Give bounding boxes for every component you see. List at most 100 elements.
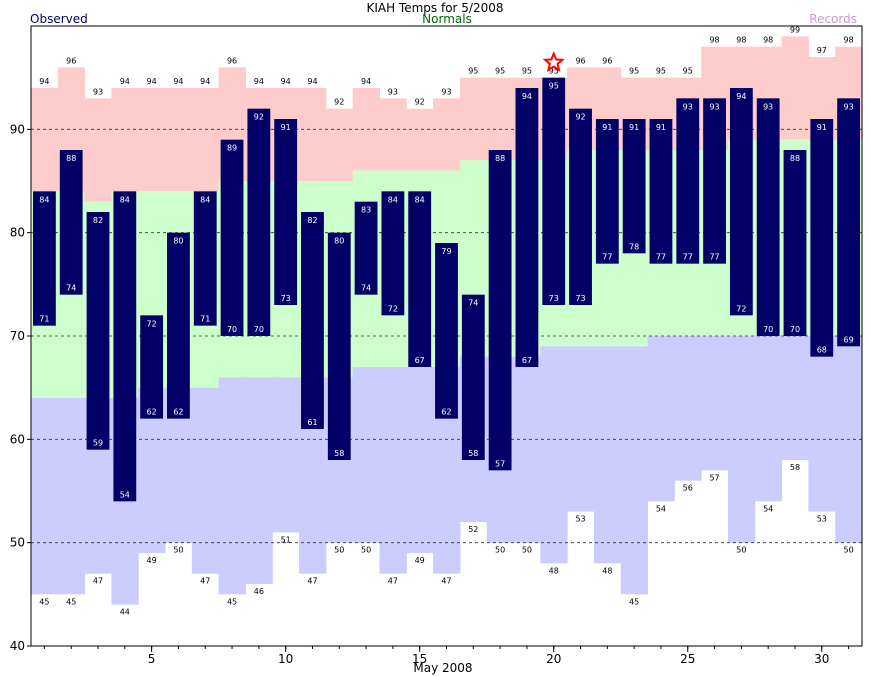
record-low-label: 56: [683, 484, 693, 493]
record-high-label: 94: [281, 77, 291, 86]
observed-bar: [408, 191, 432, 367]
record-low-label: 53: [575, 515, 585, 524]
record-low-label: 47: [307, 577, 317, 586]
observed-low-label: 70: [790, 325, 800, 334]
record-high-label: 92: [334, 98, 344, 107]
observed-bar: [274, 119, 298, 305]
observed-bar: [810, 119, 834, 357]
record-high-label: 93: [441, 87, 451, 96]
record-low-band: [272, 377, 300, 533]
observed-low-label: 77: [602, 253, 612, 262]
record-high-band: [138, 88, 166, 192]
observed-bar: [837, 98, 860, 347]
record-high-band: [191, 88, 220, 192]
record-low-band: [245, 377, 273, 584]
observed-bar: [381, 191, 405, 316]
record-high-label: 93: [93, 87, 103, 96]
observed-high-label: 92: [575, 113, 585, 122]
legend-records: Records: [809, 12, 857, 26]
observed-low-label: 78: [629, 242, 639, 251]
observed-low-label: 58: [334, 449, 344, 458]
y-tick-label: 40: [10, 639, 25, 653]
record-high-label: 94: [147, 77, 157, 86]
observed-high-label: 94: [736, 92, 746, 101]
observed-high-label: 84: [120, 195, 130, 204]
record-low-band: [218, 377, 246, 595]
observed-high-label: 93: [709, 102, 719, 111]
x-tick-label: 15: [412, 652, 427, 666]
observed-low-label: 70: [254, 325, 264, 334]
observed-low-label: 62: [147, 408, 157, 417]
observed-low-label: 74: [361, 284, 371, 293]
observed-high-label: 94: [522, 92, 532, 101]
record-low-label: 45: [39, 597, 49, 606]
observed-bar: [488, 150, 512, 471]
record-high-band: [31, 88, 59, 192]
observed-bar: [86, 212, 110, 450]
observed-low-label: 62: [173, 408, 183, 417]
observed-low-label: 68: [817, 346, 827, 355]
observed-high-label: 92: [254, 113, 264, 122]
record-star-icon: [542, 51, 565, 73]
record-low-band: [647, 336, 675, 502]
record-low-label: 45: [629, 597, 639, 606]
record-low-label: 50: [495, 546, 505, 555]
record-high-label: 95: [683, 67, 693, 76]
record-high-label: 94: [120, 77, 130, 86]
observed-high-label: 93: [844, 102, 854, 111]
observed-high-label: 84: [200, 195, 210, 204]
record-low-label: 47: [441, 577, 451, 586]
record-low-label: 54: [656, 504, 666, 513]
observed-low-label: 71: [39, 315, 49, 324]
record-high-label: 92: [415, 98, 425, 107]
observed-bar: [649, 119, 673, 264]
plot-area: 84 71 88 74 82 59 84 54 72 62 80 62 84 71 89 70 92 70 91 73…: [10, 25, 863, 666]
record-high-band: [486, 77, 515, 161]
x-tick-label: 30: [814, 652, 829, 666]
record-low-label: 50: [736, 546, 746, 555]
observed-bar: [327, 232, 351, 460]
legend-normals: Normals: [422, 12, 472, 26]
record-low-band: [31, 398, 59, 595]
record-low-label: 50: [361, 546, 371, 555]
record-low-label: 48: [549, 566, 559, 575]
observed-bar: [569, 108, 592, 306]
record-high-label: 94: [39, 77, 49, 86]
observed-bar: [247, 108, 271, 337]
observed-high-label: 91: [602, 123, 612, 132]
observed-low-label: 72: [388, 304, 398, 313]
y-tick-label: 70: [10, 329, 25, 343]
record-high-band: [299, 88, 327, 181]
record-high-label: 94: [200, 77, 210, 86]
observed-high-label: 88: [790, 154, 800, 163]
record-high-label: 93: [388, 87, 398, 96]
record-low-label: 50: [522, 546, 532, 555]
observed-bar: [756, 98, 780, 336]
record-high-label: 96: [66, 56, 76, 65]
observed-bar: [354, 201, 378, 295]
observed-low-label: 77: [709, 253, 719, 262]
observed-high-label: 88: [495, 154, 505, 163]
observed-high-label: 84: [388, 195, 398, 204]
record-low-label: 44: [120, 608, 130, 617]
observed-bar: [542, 77, 566, 306]
record-high-label: 95: [468, 67, 478, 76]
observed-bar: [140, 315, 164, 419]
observed-high-label: 91: [281, 123, 291, 132]
observed-high-label: 74: [468, 299, 478, 308]
record-high-label: 95: [522, 67, 532, 76]
record-high-band: [165, 88, 193, 192]
observed-low-label: 71: [200, 315, 210, 324]
observed-high-label: 80: [334, 237, 344, 246]
record-low-label: 51: [281, 535, 291, 544]
record-high-label: 94: [307, 77, 317, 86]
record-high-label: 95: [629, 67, 639, 76]
record-low-band: [674, 336, 702, 481]
observed-high-label: 72: [147, 319, 157, 328]
observed-low-label: 62: [441, 408, 451, 417]
record-low-label: 47: [388, 577, 398, 586]
observed-high-label: 88: [66, 154, 76, 163]
observed-bar: [193, 191, 217, 326]
x-axis-label: May 2008: [413, 661, 472, 675]
record-low-band: [781, 336, 809, 460]
